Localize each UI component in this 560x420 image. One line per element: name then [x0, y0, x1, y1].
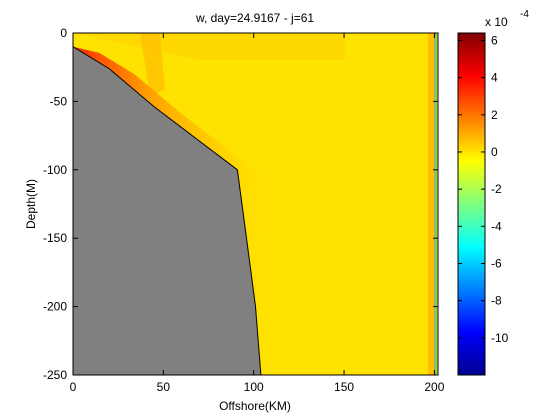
colorbar-exponent-label: x 10: [485, 15, 508, 29]
colorbar-tick-label: 4: [491, 71, 498, 85]
heatmap-area: [73, 33, 438, 375]
y-axis-label: Depth(M): [24, 179, 38, 229]
x-tick-label: 200: [424, 380, 444, 394]
colorbar-tick-label: 0: [491, 145, 498, 159]
y-tick-label: -200: [43, 300, 67, 314]
y-tick-label: -250: [43, 368, 67, 382]
x-axis-label: Offshore(KM): [219, 399, 291, 413]
colorbar-tick-label: -4: [491, 219, 502, 233]
colorbar: [457, 32, 486, 376]
plot-frame: [72, 32, 439, 376]
y-tick-label: -150: [43, 231, 67, 245]
x-tick-label: 50: [157, 380, 171, 394]
x-tick-label: 100: [244, 380, 264, 394]
offshore-boundary-edge: [434, 33, 437, 375]
x-tick-label: 150: [334, 380, 354, 394]
surface-band-feature: [73, 33, 345, 60]
colorbar-tick-label: -2: [491, 182, 502, 196]
slope-upwelling-band: [73, 46, 275, 375]
colorbar-tick-label: -8: [491, 294, 502, 308]
colorbar-exponent-value: -4: [520, 9, 529, 20]
colorbar-tick-label: 2: [491, 108, 498, 122]
bathymetry-line: [73, 46, 262, 375]
colorbar-ticks: 6 4 2 0 -2 -4 -6 -8 -10: [458, 33, 509, 345]
x-axis-ticks: 0 50 100 150 200: [70, 33, 445, 394]
y-tick-label: -100: [43, 163, 67, 177]
colorbar-tick-label: -6: [491, 256, 502, 270]
land-mask: [73, 46, 261, 375]
y-tick-label: -50: [50, 94, 68, 108]
x-tick-label: 0: [70, 380, 77, 394]
surface-plume-feature: [140, 33, 165, 95]
colorbar-tick-label: -10: [491, 331, 509, 345]
colorbar-tick-label: 6: [491, 33, 498, 47]
chart-title: w, day=24.9167 - j=61: [195, 11, 314, 25]
y-axis-ticks: 0 -50 -100 -150 -200 -250: [43, 26, 438, 382]
offshore-boundary-band: [428, 33, 436, 375]
y-tick-label: 0: [60, 26, 67, 40]
